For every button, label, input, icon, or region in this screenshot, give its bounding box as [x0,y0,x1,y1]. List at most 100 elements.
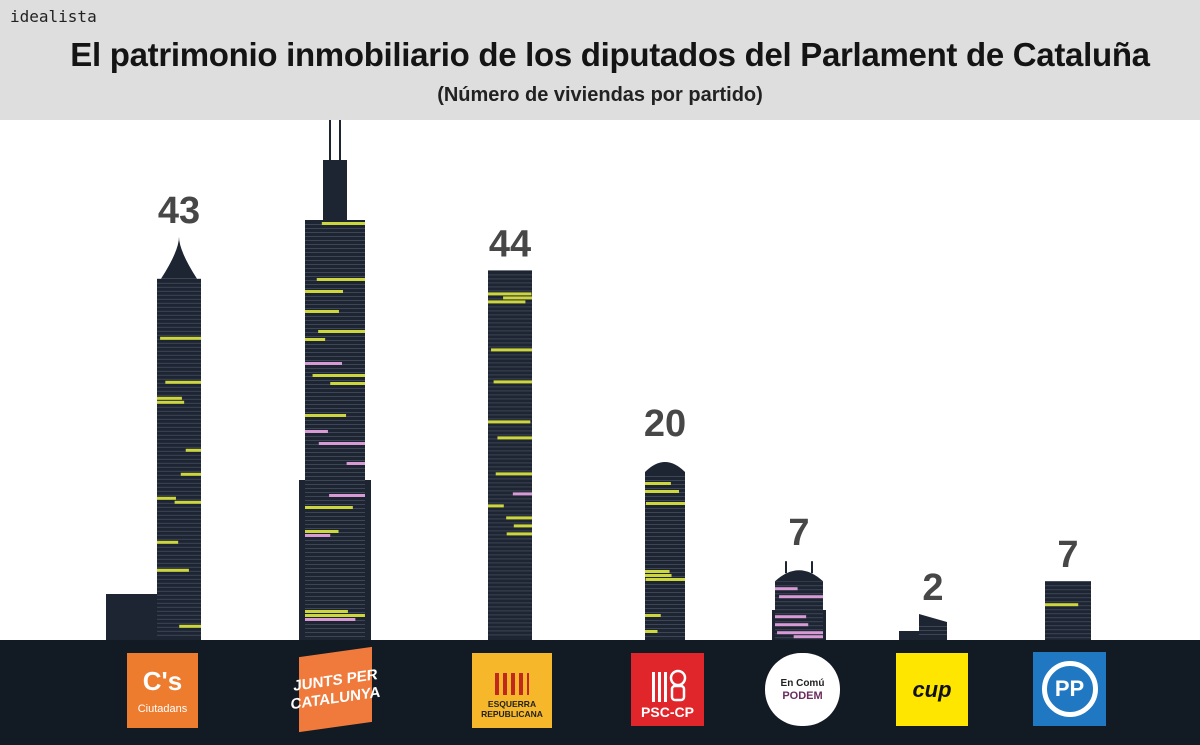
floor-line [157,590,201,592]
floor-line [645,636,685,637]
floor-line [157,358,201,360]
floor-line [1045,625,1091,627]
floor-line [488,574,532,576]
floor-line [157,474,201,476]
floor-line [488,410,532,412]
floor-line [488,462,532,464]
floor-line [157,558,201,560]
floor-line [305,372,365,373]
floor-line [157,438,201,440]
lit-window [305,414,347,417]
floor-line [488,442,532,444]
floor-line [157,610,201,612]
floor-line [157,318,201,320]
lit-window [179,624,201,628]
floor-line [645,520,685,521]
floor-line [488,318,532,320]
floor-line [645,524,685,525]
floor-line [157,310,201,312]
floor-line [645,584,685,585]
lit-window [493,380,532,384]
lit-window [346,462,365,465]
floor-line [488,358,532,360]
floor-line [645,544,685,545]
floor-line [488,394,532,396]
erc-flag-icon [495,673,529,695]
lit-window [312,374,365,377]
lit-window [645,482,671,485]
floor-line [157,314,201,316]
floor-line [488,430,532,432]
floor-line [157,586,201,588]
lit-window [645,578,685,581]
floor-line [157,418,201,420]
floor-line [157,490,201,492]
floor-line [645,508,685,509]
floor-line [775,589,823,591]
floor-line [157,366,201,368]
value-label-5: 7 [788,512,809,554]
building-crown [323,160,347,220]
floor-line [488,434,532,436]
floor-line [157,410,201,412]
lit-window [488,300,526,304]
building-spire [161,236,197,279]
floor-line [488,594,532,596]
floor-line [488,514,532,516]
cup-logo-text: cup [912,676,952,702]
lit-window [157,496,176,500]
building-7 [1045,581,1091,640]
floor-line [488,414,532,416]
floor-line [305,336,365,337]
floor-line [305,260,365,261]
lit-window [157,540,179,544]
lit-window [488,420,531,424]
floor-line [645,480,685,481]
floor-line [488,602,532,604]
lit-window [329,494,365,497]
lit-window [497,436,532,440]
lit-window [775,623,809,627]
floor-line [488,606,532,608]
floor-line [645,620,685,621]
floor-line [305,472,365,473]
lit-window [305,310,339,313]
floor-line [157,458,201,460]
lit-window [512,492,532,496]
floor-line [157,346,201,348]
junts-logo-text: JUNTS PER CATALUNYA [290,665,381,713]
lit-window [793,635,823,639]
floor-line [157,350,201,352]
floor-line [1045,597,1091,599]
floor-line [157,602,201,604]
floor-line [157,554,201,556]
floor-line [488,494,532,496]
floor-line [157,426,201,428]
floor-line [488,330,532,332]
floor-line [488,542,532,544]
floor-line [305,360,365,361]
floor-line [305,392,365,393]
floor-line [157,326,201,328]
floor-line [488,478,532,480]
floor-line [645,564,685,565]
floor-line [775,613,823,615]
floor-line [488,490,532,492]
floor-line [157,614,201,616]
floor-line [157,462,201,464]
floor-line [305,344,365,345]
floor-line [157,294,201,296]
floor-line [305,228,365,229]
floor-line [488,362,532,364]
floor-line [488,622,532,624]
floor-line [305,320,365,321]
floor-line [305,464,365,465]
floor-line [305,548,365,549]
floor-line [305,396,365,397]
floor-line [157,526,201,528]
dome-post-right [811,561,813,574]
floor-line [157,494,201,496]
floor-line [488,282,532,284]
floor-line [305,368,365,369]
floor-line [488,334,532,336]
